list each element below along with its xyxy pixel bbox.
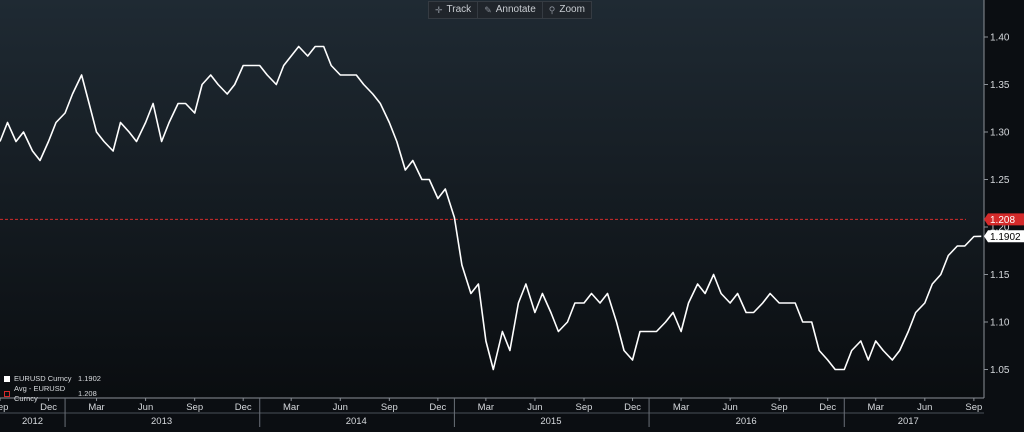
zoom-button[interactable]: ⚲ Zoom <box>543 2 591 18</box>
legend-series-name: Avg - EURUSD Curncy <box>14 384 66 403</box>
x-tick-label: Dec <box>819 402 836 413</box>
pencil-icon: ✎ <box>484 5 492 15</box>
x-tick-label: Mar <box>673 402 689 413</box>
y-tick-label: 1.25 <box>990 175 1010 186</box>
average-price-tag <box>984 213 1024 226</box>
x-tick-label: Dec <box>40 402 57 413</box>
x-tick-label: Jun <box>138 402 153 413</box>
y-tick-label: 1.20 <box>990 223 1010 234</box>
crosshair-icon: ✛ <box>435 5 443 15</box>
legend-swatch-dashed <box>4 391 10 397</box>
average-price-label: 1.208 <box>990 215 1015 226</box>
year-label: 2012 <box>22 416 43 427</box>
y-tick-label: 1.35 <box>990 80 1010 91</box>
legend-series-name: EURUSD Curncy <box>14 374 72 383</box>
plot-area <box>0 0 984 398</box>
year-label: 2016 <box>736 416 757 427</box>
annotate-label: Annotate <box>495 4 536 15</box>
last-price-label: 1.1902 <box>990 232 1021 243</box>
track-label: Track <box>446 4 472 15</box>
year-label: 2017 <box>898 416 919 427</box>
x-tick-label: Sep <box>576 402 593 413</box>
chart-legend: EURUSD Curncy 1.1902 Avg - EURUSD Curncy… <box>4 374 101 404</box>
x-tick-label: Jun <box>917 402 932 413</box>
x-tick-label: Sep <box>771 402 788 413</box>
year-label: 2013 <box>151 416 172 427</box>
x-tick-label: Jun <box>333 402 348 413</box>
x-tick-label: Dec <box>235 402 252 413</box>
legend-series-value: 1.1902 <box>78 374 101 383</box>
x-tick-label: Dec <box>429 402 446 413</box>
x-tick-label: Mar <box>283 402 299 413</box>
x-tick-label: Jun <box>527 402 542 413</box>
legend-swatch-solid <box>4 376 10 382</box>
y-tick-label: 1.10 <box>990 318 1010 329</box>
magnifier-icon: ⚲ <box>548 5 556 15</box>
x-tick-label: Jun <box>722 402 737 413</box>
y-tick-label: 1.30 <box>990 128 1010 139</box>
last-price-tag <box>984 230 1024 243</box>
x-tick-label: Mar <box>88 402 104 413</box>
x-tick-label: Sep <box>0 402 8 413</box>
x-tick-label: Sep <box>186 402 203 413</box>
legend-item-eurusd[interactable]: EURUSD Curncy 1.1902 <box>4 374 101 384</box>
x-tick-label: Dec <box>624 402 641 413</box>
zoom-label: Zoom <box>559 4 585 15</box>
y-tick-label: 1.05 <box>990 365 1010 376</box>
y-tick-label: 1.40 <box>990 33 1010 44</box>
chart-toolbar: ✛ Track ✎ Annotate ⚲ Zoom <box>428 1 592 19</box>
legend-series-value: 1.208 <box>78 389 97 398</box>
x-tick-label: Mar <box>478 402 494 413</box>
x-tick-label: Mar <box>868 402 884 413</box>
year-label: 2014 <box>346 416 367 427</box>
eurusd-series-line <box>0 45 982 371</box>
x-tick-label: Sep <box>965 402 982 413</box>
legend-item-average[interactable]: Avg - EURUSD Curncy 1.208 <box>4 384 101 404</box>
year-label: 2015 <box>540 416 561 427</box>
annotate-button[interactable]: ✎ Annotate <box>478 2 543 18</box>
track-button[interactable]: ✛ Track <box>429 2 479 18</box>
y-tick-label: 1.15 <box>990 270 1010 281</box>
x-tick-label: Sep <box>381 402 398 413</box>
